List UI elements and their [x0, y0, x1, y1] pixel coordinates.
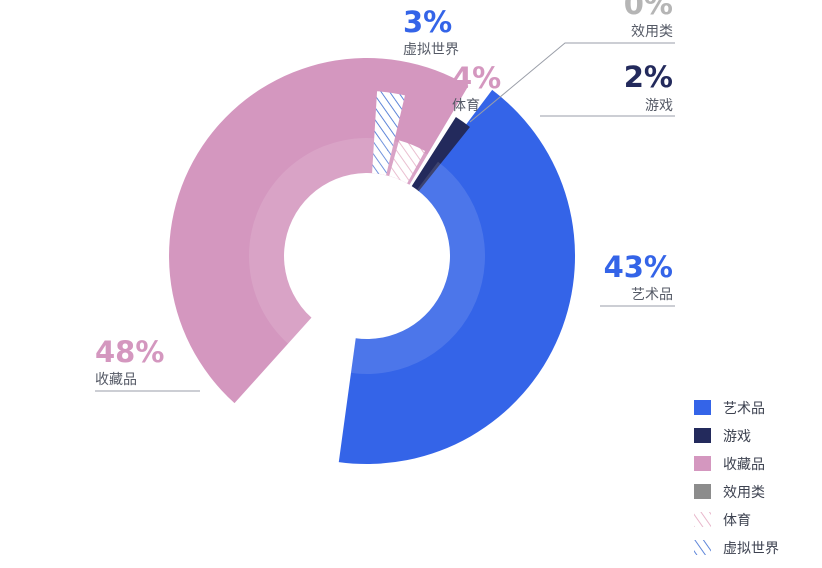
slice-3 [169, 58, 469, 404]
value-label-5: 4% [452, 61, 501, 95]
legend-label-1: 艺术品 [723, 401, 765, 417]
legend-label-4: 效用类 [723, 485, 765, 501]
slice-1 [338, 89, 576, 465]
slice-5 [389, 140, 425, 184]
leader-line-4 [469, 42, 675, 123]
slice-3-inner-band [248, 137, 428, 344]
slice-2 [411, 117, 470, 192]
value-label-2: 2% [624, 60, 673, 94]
category-label-2: 游戏 [645, 98, 673, 114]
legend-swatch-5 [694, 512, 711, 527]
legend-swatch-6 [694, 540, 711, 555]
legend-swatch-1 [694, 400, 711, 415]
category-label-1: 艺术品 [631, 287, 673, 303]
value-label-4: 0% [624, 0, 673, 21]
category-label-6: 虚拟世界 [403, 42, 459, 58]
value-label-1: 43% [604, 250, 673, 284]
legend-swatch-2 [694, 428, 711, 443]
legend-label-3: 收藏品 [723, 457, 765, 473]
category-label-5: 体育 [452, 98, 480, 114]
legend-swatch-4 [694, 484, 711, 499]
category-label-3: 收藏品 [95, 372, 137, 388]
legend-label-6: 虚拟世界 [723, 541, 779, 557]
slice-6 [372, 91, 405, 176]
value-label-6: 3% [403, 5, 452, 39]
legend-label-5: 体育 [723, 513, 751, 529]
slice-1-inner-band [350, 161, 485, 375]
legend-label-2: 游戏 [723, 429, 751, 445]
category-label-4: 效用类 [631, 24, 673, 40]
legend-swatch-3 [694, 456, 711, 471]
value-label-3: 48% [95, 335, 164, 369]
